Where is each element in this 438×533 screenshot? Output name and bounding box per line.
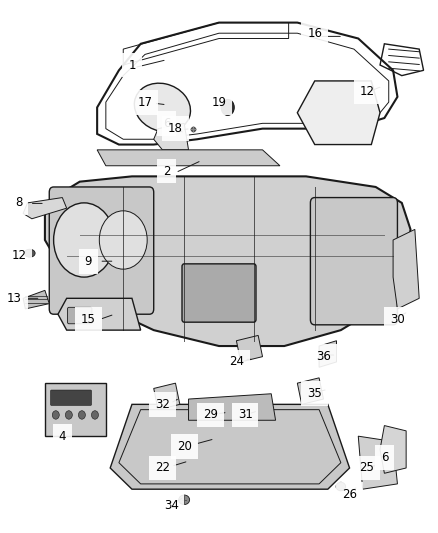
Circle shape <box>99 211 147 269</box>
Text: 1: 1 <box>128 59 136 71</box>
Ellipse shape <box>134 83 191 132</box>
Ellipse shape <box>179 495 190 505</box>
Polygon shape <box>23 198 67 219</box>
FancyBboxPatch shape <box>49 187 154 314</box>
Text: 2: 2 <box>163 165 170 177</box>
Text: 35: 35 <box>307 387 322 400</box>
Polygon shape <box>297 81 380 144</box>
Text: 16: 16 <box>307 27 322 39</box>
Circle shape <box>52 411 59 419</box>
Text: 13: 13 <box>7 292 22 305</box>
Circle shape <box>65 411 72 419</box>
FancyBboxPatch shape <box>50 390 92 406</box>
Text: 36: 36 <box>316 350 331 363</box>
Text: 22: 22 <box>155 462 170 474</box>
Ellipse shape <box>24 249 35 257</box>
Polygon shape <box>380 425 406 473</box>
Text: 31: 31 <box>238 408 253 422</box>
FancyBboxPatch shape <box>182 264 256 322</box>
Polygon shape <box>110 405 350 489</box>
Polygon shape <box>358 436 397 489</box>
Text: 24: 24 <box>229 356 244 368</box>
Polygon shape <box>45 383 106 436</box>
Text: 26: 26 <box>342 488 357 501</box>
Polygon shape <box>188 394 276 420</box>
Circle shape <box>92 411 99 419</box>
Text: 32: 32 <box>155 398 170 411</box>
Polygon shape <box>237 335 262 362</box>
Text: 12: 12 <box>360 85 374 98</box>
Text: 8: 8 <box>15 196 22 209</box>
FancyBboxPatch shape <box>67 308 92 324</box>
Polygon shape <box>154 383 180 410</box>
Polygon shape <box>45 176 410 346</box>
Text: 30: 30 <box>390 313 405 326</box>
Text: 25: 25 <box>360 462 374 474</box>
Text: 12: 12 <box>11 249 26 262</box>
Text: 34: 34 <box>164 498 179 512</box>
Text: 15: 15 <box>81 313 96 326</box>
Text: 17: 17 <box>138 95 152 109</box>
Text: 19: 19 <box>212 95 226 109</box>
Text: 29: 29 <box>203 408 218 422</box>
FancyBboxPatch shape <box>311 198 397 325</box>
Polygon shape <box>154 123 188 150</box>
Text: 18: 18 <box>168 122 183 135</box>
Polygon shape <box>319 341 336 367</box>
Text: 4: 4 <box>59 430 66 443</box>
Circle shape <box>53 203 115 277</box>
Polygon shape <box>58 298 141 330</box>
Text: 20: 20 <box>177 440 191 453</box>
Polygon shape <box>97 150 280 166</box>
Text: 6: 6 <box>381 451 388 464</box>
Circle shape <box>78 411 85 419</box>
Text: 9: 9 <box>85 255 92 268</box>
Polygon shape <box>393 229 419 309</box>
Polygon shape <box>297 378 323 405</box>
Ellipse shape <box>336 482 346 491</box>
Polygon shape <box>23 290 49 309</box>
Circle shape <box>221 100 234 115</box>
Text: 6: 6 <box>163 117 170 130</box>
